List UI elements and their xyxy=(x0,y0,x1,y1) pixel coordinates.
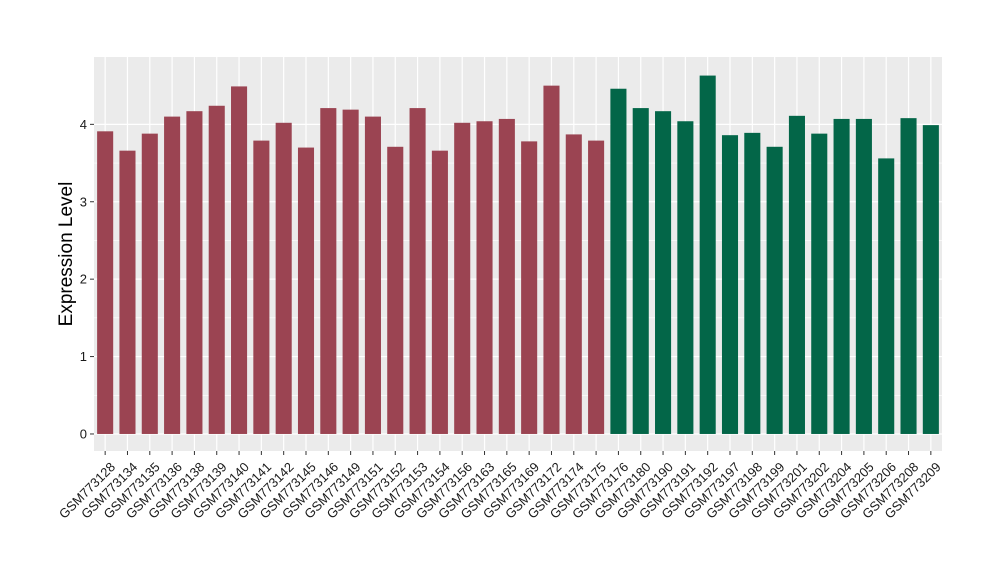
bar xyxy=(275,122,292,434)
bar xyxy=(97,131,114,434)
bar xyxy=(320,108,337,434)
bar xyxy=(677,121,694,434)
bars xyxy=(97,75,939,434)
bar xyxy=(766,146,783,434)
bar xyxy=(655,111,672,434)
x-axis: GSM773128GSM773134GSM773135GSM773136GSM7… xyxy=(56,451,944,522)
bar xyxy=(721,135,739,434)
bar xyxy=(878,158,895,434)
y-tick-label: 2 xyxy=(80,272,87,287)
bar xyxy=(833,118,850,434)
bar xyxy=(164,116,181,434)
bar xyxy=(699,75,716,434)
bar xyxy=(588,140,605,434)
bar xyxy=(744,132,761,434)
bar xyxy=(521,141,538,434)
bar xyxy=(186,111,203,434)
bar xyxy=(476,121,493,434)
bar xyxy=(119,150,136,434)
bar xyxy=(409,108,426,434)
bar xyxy=(610,88,627,434)
bar xyxy=(454,122,471,434)
y-tick-label: 1 xyxy=(80,349,87,364)
y-tick-label: 3 xyxy=(80,194,87,209)
bar xyxy=(811,133,828,434)
bar xyxy=(253,140,270,434)
bar xyxy=(632,108,649,434)
bar xyxy=(922,125,939,434)
y-tick-label: 4 xyxy=(80,117,87,132)
bar xyxy=(900,118,917,434)
bar xyxy=(431,150,448,434)
bar xyxy=(141,133,158,434)
bar xyxy=(364,116,381,434)
bar xyxy=(297,147,315,434)
y-axis: 0 1 2 3 4 xyxy=(80,117,94,441)
bar xyxy=(342,109,359,434)
bar xyxy=(565,134,582,434)
y-tick-label: 0 xyxy=(80,426,87,441)
bar xyxy=(855,118,872,434)
bar xyxy=(543,85,560,434)
y-axis-title: Expression Level xyxy=(56,182,77,327)
bar xyxy=(788,115,805,434)
bar xyxy=(231,86,248,434)
bar xyxy=(387,146,404,434)
bar xyxy=(498,118,515,434)
bar xyxy=(208,105,225,434)
